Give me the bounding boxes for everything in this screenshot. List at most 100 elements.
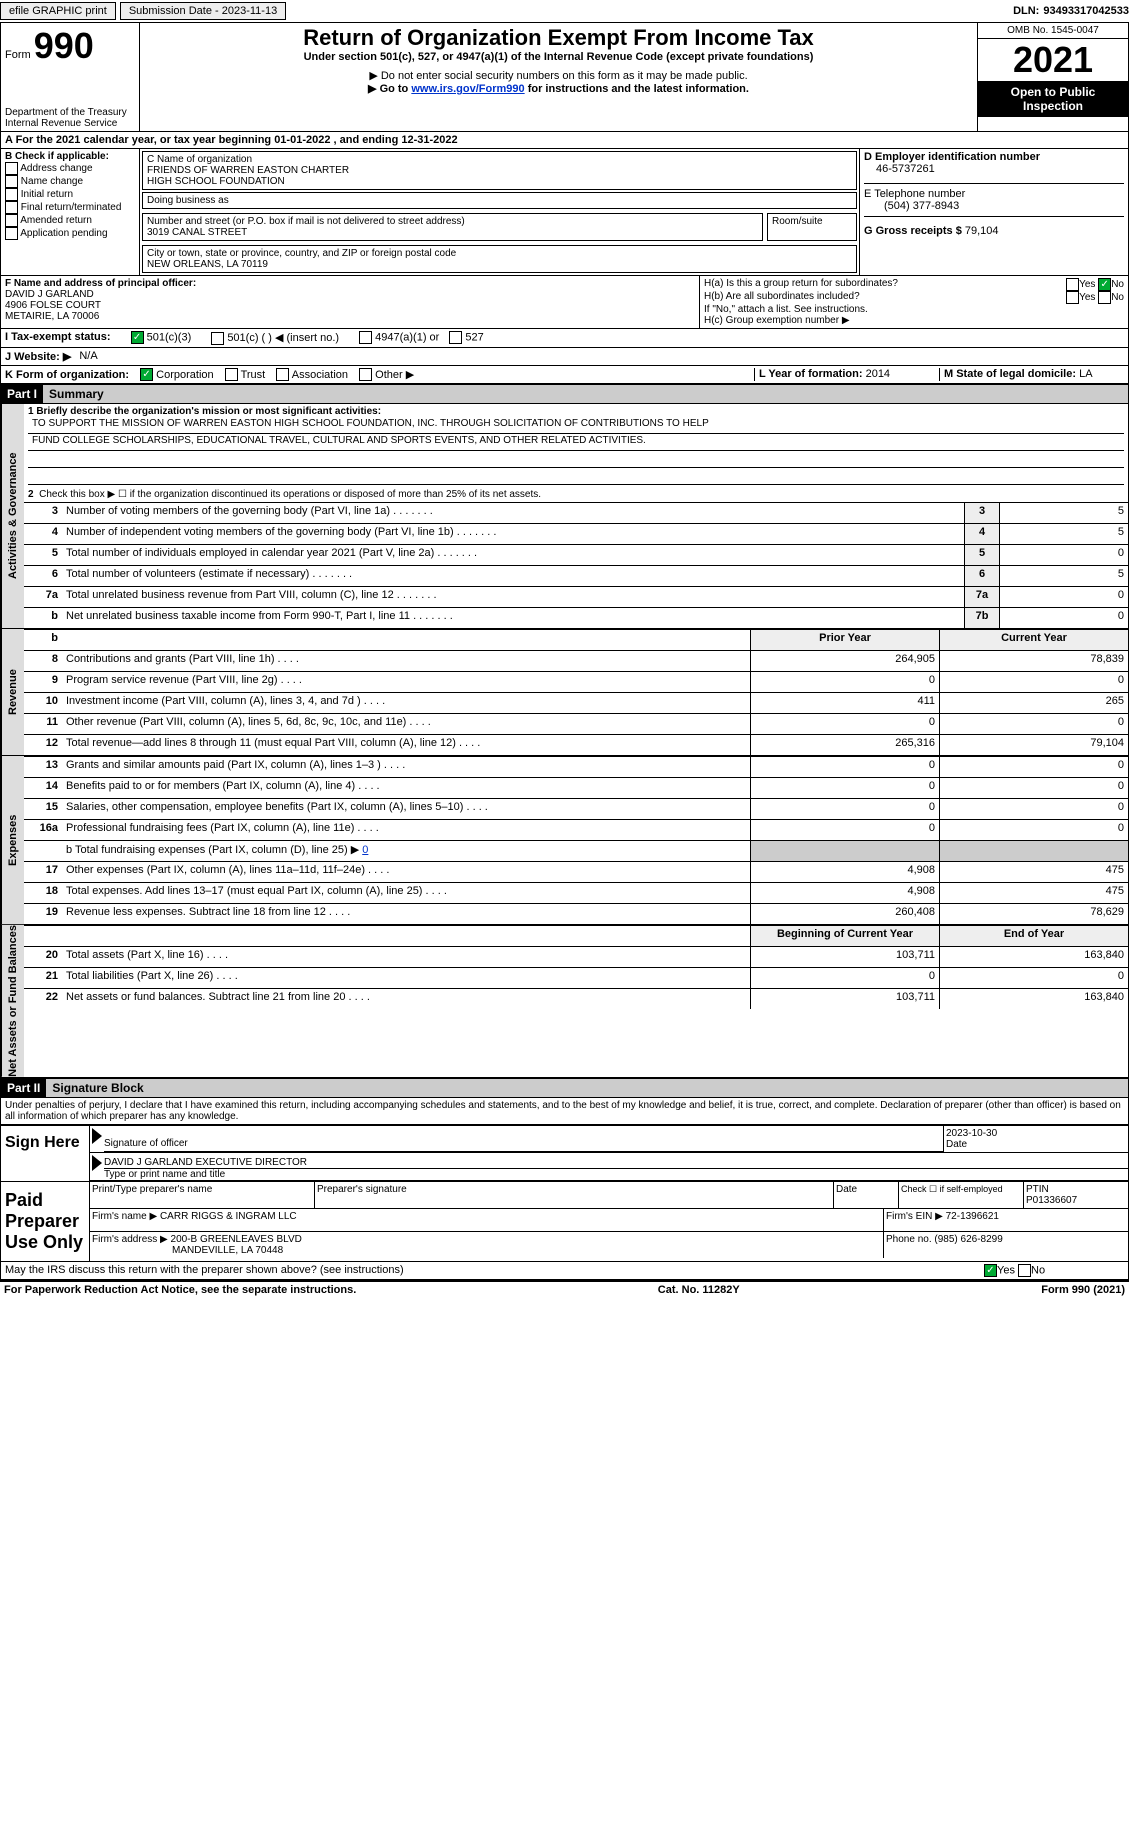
checkbox-app-pending[interactable] [5, 227, 18, 240]
block-h: H(a) Is this a group return for subordin… [700, 276, 1128, 328]
line-num: 22 [24, 989, 62, 1009]
discuss-yes: Yes [997, 1264, 1015, 1276]
h-note: If "No," attach a list. See instructions… [704, 304, 1124, 315]
dln-value: 93493317042533 [1039, 5, 1129, 17]
firm-name-label: Firm's name ▶ [92, 1211, 157, 1222]
line-prior: 264,905 [750, 651, 939, 671]
line-value: 5 [999, 524, 1128, 544]
line-box: 6 [964, 566, 999, 586]
year-formation: 2014 [866, 368, 890, 380]
checkbox-discuss-yes[interactable]: ✓ [984, 1264, 997, 1277]
checkbox-501c[interactable] [211, 332, 224, 345]
line-prior: 4,908 [750, 883, 939, 903]
line-num: 5 [24, 545, 62, 565]
checkbox-name-change[interactable] [5, 175, 18, 188]
opt-amended: Amended return [20, 215, 92, 226]
checkbox-initial-return[interactable] [5, 188, 18, 201]
line-16b-val[interactable]: 0 [362, 844, 368, 856]
block-f: F Name and address of principal officer:… [1, 276, 700, 328]
block-i-label: I Tax-exempt status: [5, 331, 111, 345]
opt-address-change: Address change [20, 163, 92, 174]
footer-mid: Cat. No. 11282Y [658, 1284, 740, 1296]
line-box: 7a [964, 587, 999, 607]
table-row: 3 Number of voting members of the govern… [24, 502, 1128, 523]
table-row: 19 Revenue less expenses. Subtract line … [24, 903, 1128, 924]
line-box: 4 [964, 524, 999, 544]
line-prior: 103,711 [750, 989, 939, 1009]
block-b: B Check if applicable: Address change Na… [1, 149, 140, 275]
form-header: Form 990 Department of the Treasury Inte… [0, 23, 1129, 132]
h-b-label: H(b) Are all subordinates included? [704, 291, 860, 304]
checkbox-corp[interactable]: ✓ [140, 368, 153, 381]
opt-501c: 501(c) ( ) ◀ (insert no.) [227, 332, 339, 344]
dba-label: Doing business as [147, 195, 852, 206]
line-num: 13 [24, 757, 62, 777]
line-prior: 411 [750, 693, 939, 713]
line-current: 0 [939, 714, 1128, 734]
checkbox-ha-yes[interactable] [1066, 278, 1079, 291]
line-box: 3 [964, 503, 999, 523]
prep-date-label: Date [834, 1182, 899, 1208]
checkbox-assoc[interactable] [276, 368, 289, 381]
col-prior-year: Prior Year [750, 630, 939, 650]
officer-name: DAVID J GARLAND [5, 289, 695, 300]
line-current: 0 [939, 820, 1128, 840]
col-current-year: Current Year [939, 630, 1128, 650]
declaration: Under penalties of perjury, I declare th… [0, 1098, 1129, 1125]
line-prior: 260,408 [750, 904, 939, 924]
table-row: 21 Total liabilities (Part X, line 26) .… [24, 967, 1128, 988]
line-current: 475 [939, 862, 1128, 882]
checkbox-501c3[interactable]: ✓ [131, 331, 144, 344]
opt-4947: 4947(a)(1) or [375, 331, 439, 343]
line-current: 163,840 [939, 947, 1128, 967]
arrow-icon-2 [92, 1155, 102, 1171]
officer-typed-name: DAVID J GARLAND EXECUTIVE DIRECTOR [104, 1157, 1128, 1168]
form-number: 990 [34, 25, 94, 66]
phone-label: E Telephone number [864, 188, 1124, 200]
checkbox-other-org[interactable] [359, 368, 372, 381]
firm-phone-label: Phone no. [886, 1234, 932, 1245]
hb-yes: Yes [1079, 292, 1095, 303]
line-current: 163,840 [939, 989, 1128, 1009]
table-row: 17 Other expenses (Part IX, column (A), … [24, 861, 1128, 882]
line-num: 20 [24, 947, 62, 967]
block-c-dba: Doing business as [142, 192, 857, 209]
page-title: Return of Organization Exempt From Incom… [144, 25, 973, 51]
irs-link[interactable]: www.irs.gov/Form990 [411, 83, 524, 95]
efile-button[interactable]: efile GRAPHIC print [0, 2, 116, 20]
discuss-no: No [1031, 1264, 1045, 1276]
block-e: E Telephone number (504) 377-8943 [864, 184, 1124, 217]
firm-phone: (985) 626-8299 [934, 1234, 1002, 1245]
checkbox-4947[interactable] [359, 331, 372, 344]
table-row: 15 Salaries, other compensation, employe… [24, 798, 1128, 819]
checkbox-hb-yes[interactable] [1066, 291, 1079, 304]
table-row: 8 Contributions and grants (Part VIII, l… [24, 650, 1128, 671]
room-label: Room/suite [772, 216, 852, 227]
line-box: 7b [964, 608, 999, 628]
line-desc: Total liabilities (Part X, line 26) . . … [62, 968, 750, 988]
footer-right: Form 990 (2021) [1041, 1284, 1125, 1296]
checkbox-hb-no[interactable] [1098, 291, 1111, 304]
opt-final-return: Final return/terminated [21, 202, 122, 213]
line-num: 12 [24, 735, 62, 755]
open-to-public: Open to Public Inspection [978, 81, 1128, 117]
mission-label: 1 Briefly describe the organization's mi… [28, 406, 1124, 417]
checkbox-address-change[interactable] [5, 162, 18, 175]
line-current: 475 [939, 883, 1128, 903]
checkbox-ha-no[interactable]: ✓ [1098, 278, 1111, 291]
checkbox-final-return[interactable] [5, 201, 18, 214]
checkbox-527[interactable] [449, 331, 462, 344]
checkbox-discuss-no[interactable] [1018, 1264, 1031, 1277]
footer: For Paperwork Reduction Act Notice, see … [0, 1280, 1129, 1298]
block-l-label: L Year of formation: [759, 368, 863, 380]
line-prior: 0 [750, 757, 939, 777]
line-desc: Total assets (Part X, line 16) . . . . [62, 947, 750, 967]
ha-no: No [1111, 279, 1124, 290]
checkbox-trust[interactable] [225, 368, 238, 381]
side-expenses: Expenses [1, 756, 24, 924]
line-num: 17 [24, 862, 62, 882]
checkbox-amended[interactable] [5, 214, 18, 227]
line-num: 16a [24, 820, 62, 840]
arrow-icon [92, 1128, 102, 1144]
line-current: 0 [939, 778, 1128, 798]
